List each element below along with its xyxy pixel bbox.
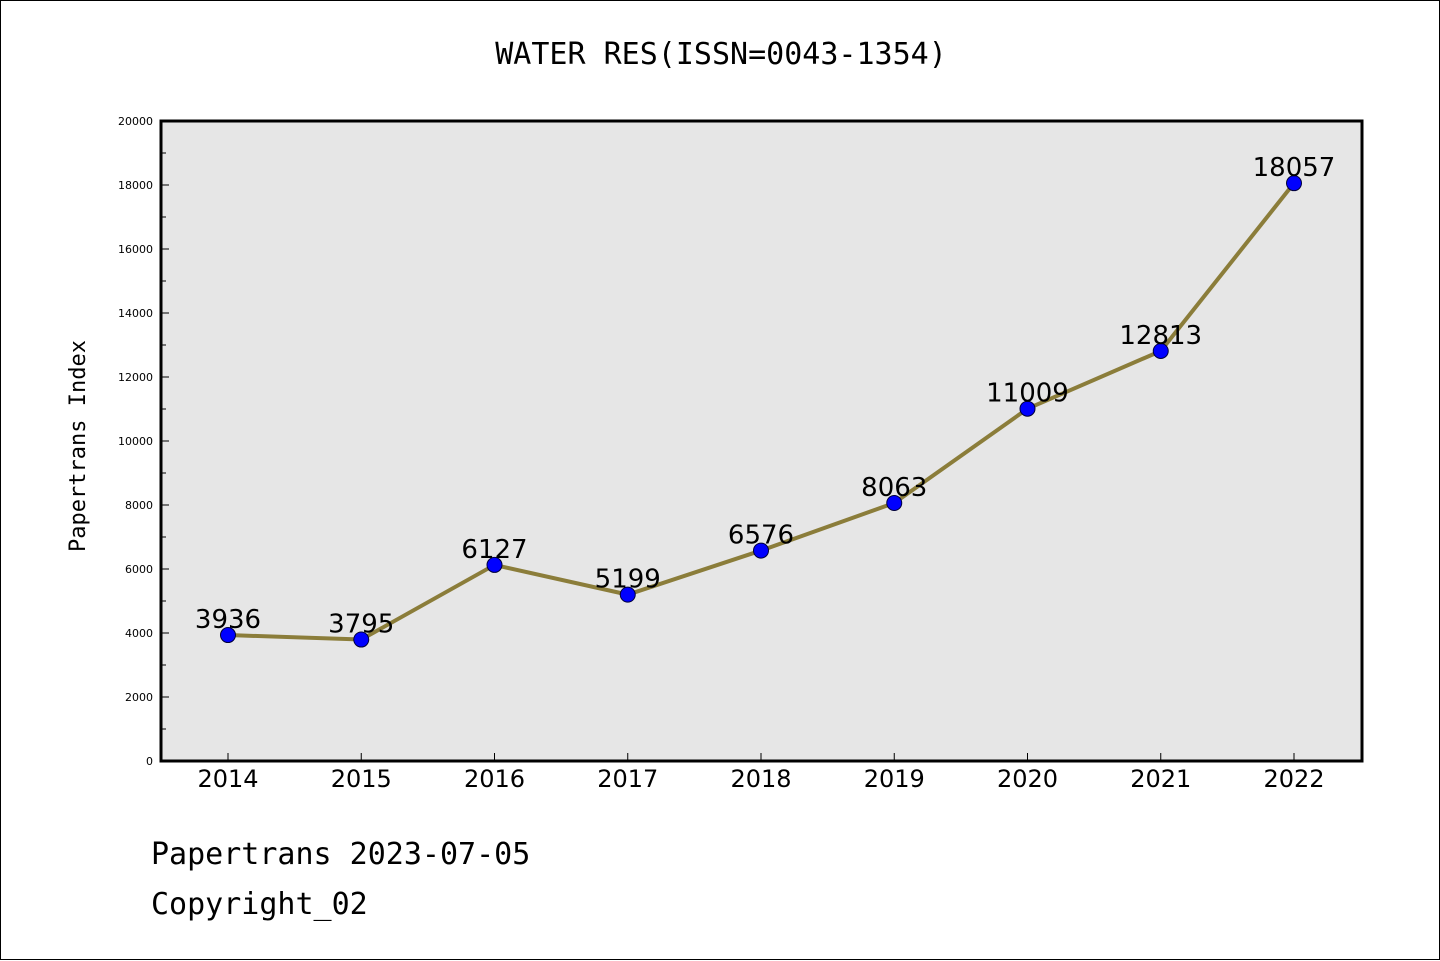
x-tick-label: 2019 xyxy=(864,765,925,793)
x-tick-label: 2020 xyxy=(997,765,1058,793)
plot-area xyxy=(161,121,1362,761)
data-point xyxy=(1019,400,1036,417)
data-label: 6127 xyxy=(461,535,527,565)
x-tick-label: 2015 xyxy=(331,765,392,793)
data-label: 8063 xyxy=(861,473,927,503)
data-point xyxy=(220,627,236,644)
y-tick-label: 18000 xyxy=(118,179,153,192)
x-tick-label: 2018 xyxy=(730,765,791,793)
y-tick-label: 14000 xyxy=(118,307,153,320)
data-point xyxy=(486,556,503,573)
x-tick-label: 2016 xyxy=(464,765,525,793)
plot-border xyxy=(159,119,1364,763)
data-label: 5199 xyxy=(595,565,661,595)
data-label: 18057 xyxy=(1253,153,1336,183)
data-point xyxy=(753,542,769,559)
y-tick-label: 20000 xyxy=(118,115,153,128)
x-tick-label: 2022 xyxy=(1263,765,1324,793)
y-tick-label: 4000 xyxy=(125,627,153,640)
y-tick-label: 0 xyxy=(146,755,153,768)
data-label: 6576 xyxy=(728,521,794,551)
y-tick-label: 16000 xyxy=(118,243,153,256)
data-label: 3795 xyxy=(328,610,394,640)
data-point xyxy=(1152,342,1169,359)
y-tick-label: 12000 xyxy=(118,371,153,384)
data-label: 11009 xyxy=(986,379,1069,409)
data-label: 3936 xyxy=(195,605,261,635)
y-tick-label: 6000 xyxy=(125,563,153,576)
y-tick-label: 10000 xyxy=(118,435,153,448)
y-axis-label: Papertrans Index xyxy=(66,340,91,552)
data-point xyxy=(353,631,370,648)
data-point xyxy=(619,586,636,603)
footer-copyright: Copyright_02 xyxy=(151,887,368,922)
footer-date: Papertrans 2023-07-05 xyxy=(151,837,531,872)
x-tick-label: 2021 xyxy=(1130,765,1191,793)
x-tick-label: 2014 xyxy=(197,765,258,793)
y-tick-label: 8000 xyxy=(125,499,153,512)
data-point xyxy=(1286,175,1302,192)
data-point xyxy=(886,494,903,511)
x-tick-label: 2017 xyxy=(597,765,658,793)
y-tick-label: 2000 xyxy=(125,691,153,704)
data-label: 12813 xyxy=(1119,321,1202,351)
chart-title: WATER RES(ISSN=0043-1354) xyxy=(495,37,947,72)
